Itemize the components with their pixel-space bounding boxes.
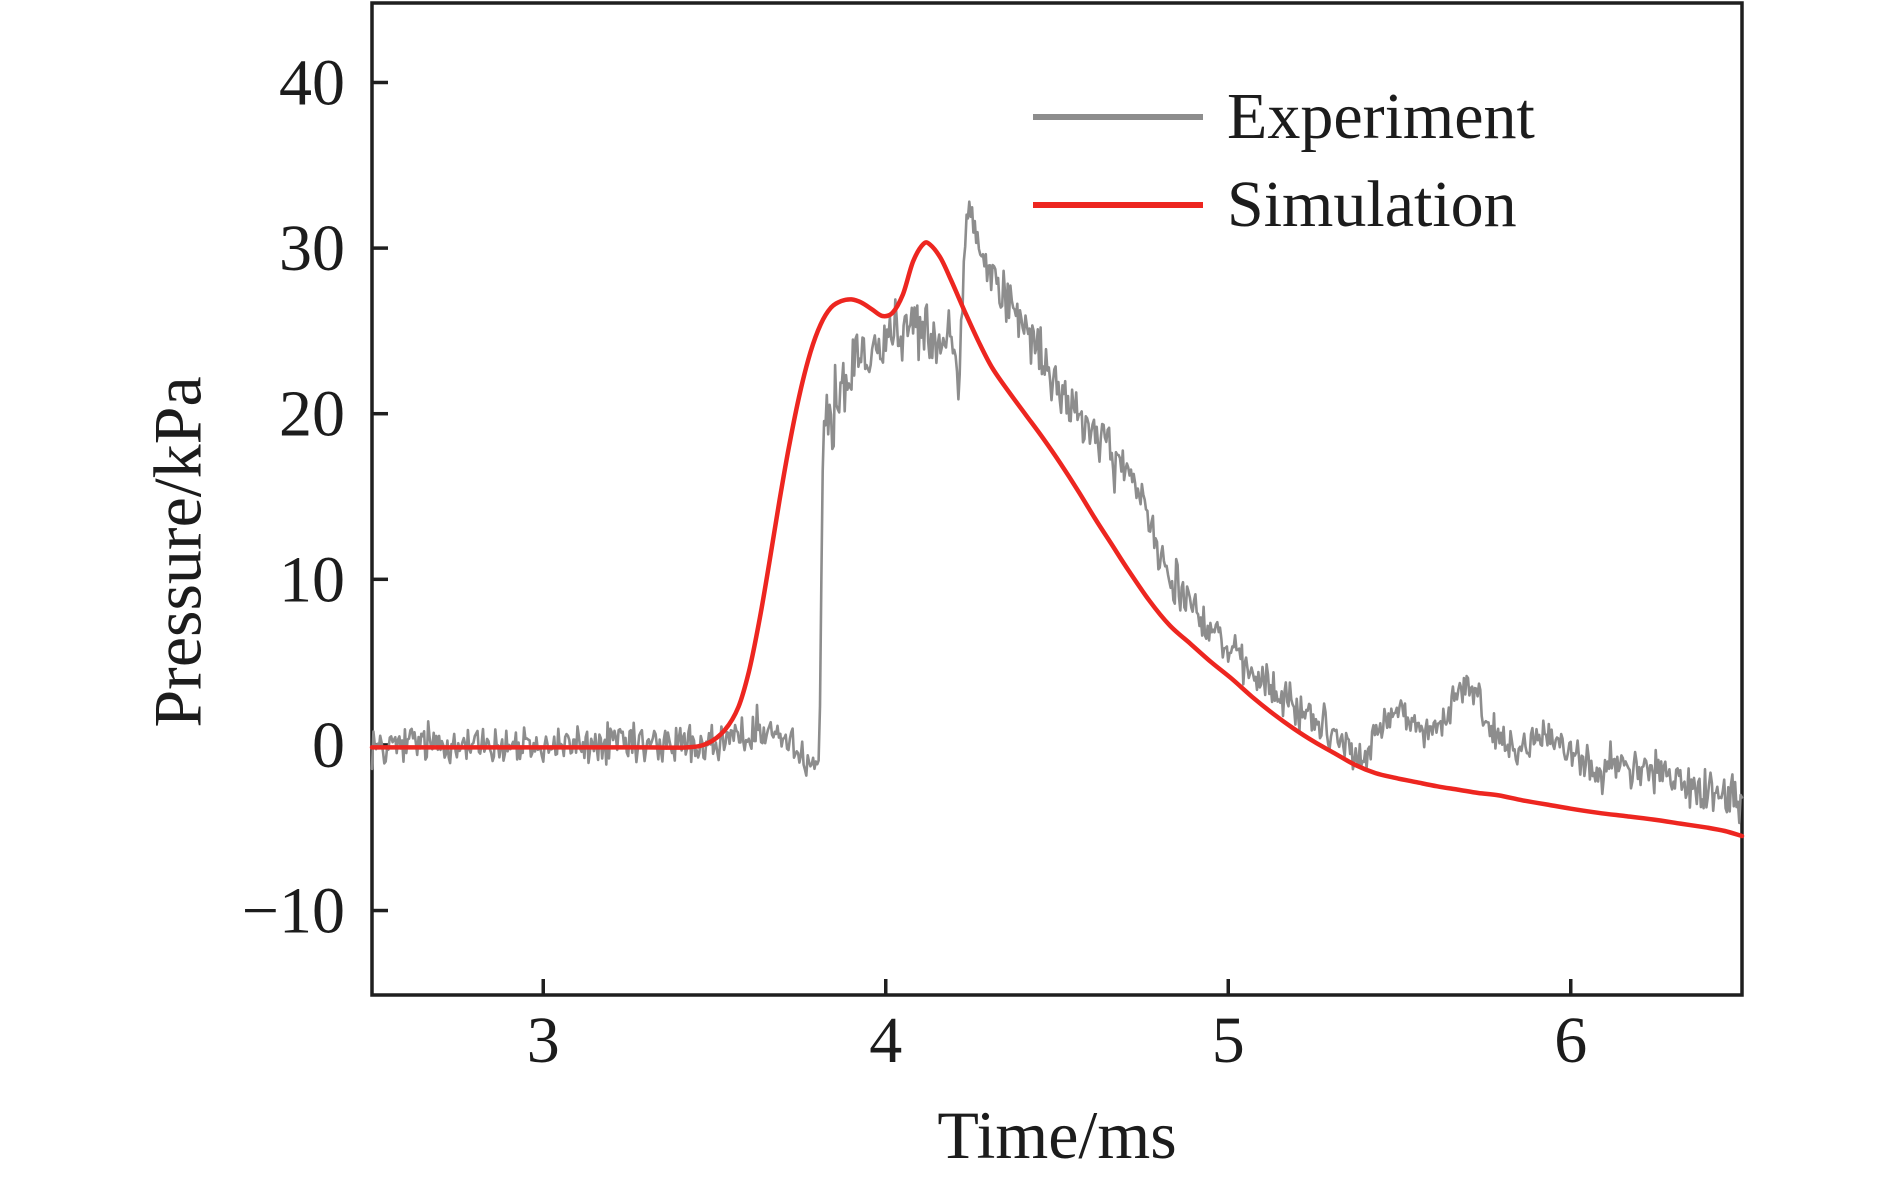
y-tick-label: 0: [312, 709, 345, 782]
series-experiment-line: [370, 200, 1744, 825]
y-tick-label: 20: [279, 378, 345, 451]
y-tick-label: 10: [279, 543, 345, 616]
legend-item-simulation: Simulation: [1033, 161, 1535, 249]
legend-label-simulation: Simulation: [1227, 168, 1517, 241]
y-tick-label: −10: [242, 875, 345, 948]
legend-item-experiment: Experiment: [1033, 73, 1535, 161]
x-axis-label: Time/ms: [937, 1097, 1177, 1173]
legend-label-experiment: Experiment: [1227, 80, 1535, 153]
series-simulation-line: [369, 240, 1745, 839]
plot-border: [370, 1, 1744, 997]
experiment-line-swatch: [1033, 114, 1203, 120]
x-tick-label: 5: [1212, 1004, 1245, 1077]
legend: Experiment Simulation: [1033, 73, 1535, 249]
x-tick-label: 3: [527, 1004, 560, 1077]
x-tick-label: 6: [1554, 1004, 1587, 1077]
y-tick-label: 30: [279, 212, 345, 285]
x-tick-label: 4: [869, 1004, 902, 1077]
y-axis-label: Pressure/kPa: [139, 376, 216, 728]
simulation-line-swatch: [1033, 202, 1203, 208]
y-tick-label: 40: [279, 46, 345, 119]
